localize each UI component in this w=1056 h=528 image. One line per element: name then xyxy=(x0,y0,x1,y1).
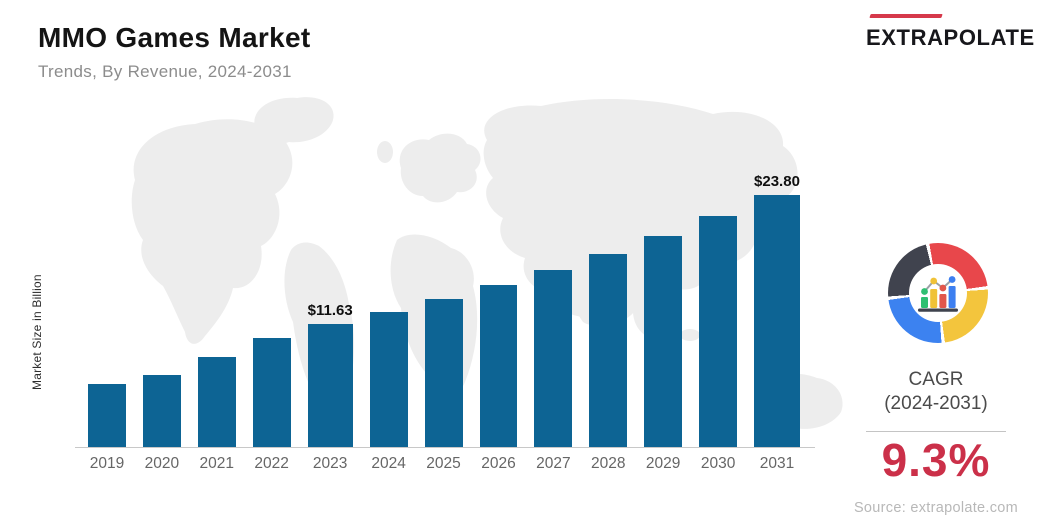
y-axis-label: Market Size in Billion xyxy=(30,274,44,390)
x-tick-2019: 2019 xyxy=(89,455,125,472)
bar-2025 xyxy=(424,299,463,447)
bar-2031 xyxy=(754,195,800,447)
bar-columns: 2019 2020 2021 2022 $11.63 2023 2024 2025 2026 20… xyxy=(88,172,800,472)
x-tick-2030: 2030 xyxy=(700,455,736,472)
bar-column-2029: 2029 xyxy=(644,172,683,472)
bar-column-2021: 2021 xyxy=(197,172,236,472)
cagr-line2: (2024-2031) xyxy=(884,393,988,414)
cagr-divider xyxy=(866,431,1006,432)
source-attribution: Source: extrapolate.com xyxy=(853,500,1019,516)
x-tick-2020: 2020 xyxy=(144,455,180,472)
donut-hole xyxy=(909,264,967,322)
brand-accent-bar xyxy=(869,14,943,18)
bar-value-label-2031: $23.80 xyxy=(754,173,800,190)
bar-column-2024: 2024 xyxy=(369,172,408,472)
x-tick-2027: 2027 xyxy=(536,455,571,472)
x-tick-2031: 2031 xyxy=(759,455,795,472)
bar-2021 xyxy=(197,357,236,447)
bar-column-2023: $11.63 2023 xyxy=(307,172,353,472)
bar-2020 xyxy=(142,375,181,447)
cagr-line1: CAGR xyxy=(908,369,964,390)
bar-2024 xyxy=(369,312,408,447)
bar-2026 xyxy=(479,285,518,447)
bar-column-2022: 2022 xyxy=(252,172,291,472)
donut-chart-icon xyxy=(888,243,988,343)
bar-column-2031: $23.80 2031 xyxy=(754,172,800,472)
x-tick-2025: 2025 xyxy=(426,455,461,472)
bar-2029 xyxy=(644,236,683,447)
x-tick-2024: 2024 xyxy=(371,455,406,472)
bar-2019 xyxy=(88,384,126,447)
bar-column-2019: 2019 xyxy=(88,172,126,472)
bar-2023 xyxy=(307,324,353,447)
x-tick-2022: 2022 xyxy=(254,455,289,472)
bar-column-2027: 2027 xyxy=(534,172,573,472)
mini-bar-chart-icon xyxy=(918,276,958,312)
x-tick-2029: 2029 xyxy=(645,455,681,472)
page-subtitle: Trends, By Revenue, 2024-2031 xyxy=(38,62,292,81)
cagr-value: 9.3% xyxy=(881,434,991,486)
x-tick-2026: 2026 xyxy=(481,455,516,472)
bar-2027 xyxy=(534,270,573,447)
x-tick-2028: 2028 xyxy=(591,455,626,472)
cagr-label: CAGR (2024-2031) xyxy=(856,368,1016,416)
x-tick-2021: 2021 xyxy=(199,455,234,472)
bar-column-2030: 2030 xyxy=(699,172,738,472)
bar-2022 xyxy=(252,338,291,447)
x-tick-2023: 2023 xyxy=(312,455,348,472)
page-title: MMO Games Market xyxy=(38,22,311,53)
bar-column-2028: 2028 xyxy=(589,172,628,472)
bar-column-2026: 2026 xyxy=(479,172,518,472)
bar-2030 xyxy=(699,216,738,447)
bar-column-2025: 2025 xyxy=(424,172,463,472)
bar-column-2020: 2020 xyxy=(142,172,181,472)
bar-2028 xyxy=(589,254,628,447)
bar-value-label-2023: $11.63 xyxy=(307,302,353,319)
brand-name: EXTRAPOLATE xyxy=(866,25,1035,50)
brand-logo: EXTRAPOLATE xyxy=(866,14,1040,51)
x-axis-line xyxy=(75,447,815,448)
